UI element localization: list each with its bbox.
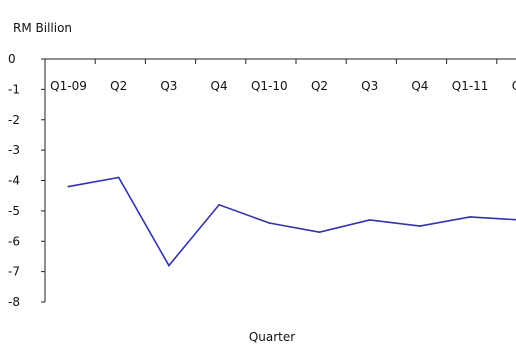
- series: [67, 176, 516, 267]
- y-tick-label: -7: [8, 265, 20, 279]
- x-tick-label: Q1-09: [50, 79, 87, 93]
- data-point: [117, 176, 120, 179]
- y-tick-label: 0: [8, 52, 16, 66]
- data-point: [368, 219, 371, 221]
- y-tick-label: -8: [8, 295, 20, 309]
- y-tick-label: -3: [8, 143, 20, 157]
- x-tick-label: Q1-11: [452, 79, 489, 93]
- x-tick-label: Q3: [160, 79, 177, 93]
- y-tick-label: -6: [8, 234, 20, 248]
- y-tick-label: -2: [8, 113, 20, 127]
- x-tick-label: Q2: [512, 79, 516, 93]
- data-point: [268, 222, 271, 224]
- series-line: [68, 176, 516, 267]
- x-tick-label: Q2: [110, 79, 127, 93]
- data-point: [419, 225, 421, 227]
- y-tick-label: -1: [8, 82, 20, 96]
- y-axis: 0 -1 -2 -3 -4 -5 -6 -7 -8: [8, 52, 46, 309]
- data-point: [469, 216, 471, 218]
- x-tick-label: Q2: [311, 79, 328, 93]
- data-point: [67, 185, 70, 188]
- x-axis: Q1-09 Q2 Q3 Q4 Q1-10 Q2 Q3 Q4 Q1-11 Q2: [44, 58, 516, 93]
- y-tick-label: -5: [8, 204, 20, 218]
- x-tick-label: Q4: [211, 79, 228, 93]
- data-point: [318, 231, 321, 234]
- x-tick-label: Q3: [361, 79, 378, 93]
- x-tick-label: Q1-10: [251, 79, 288, 93]
- data-point: [168, 264, 170, 267]
- x-axis-title: Quarter: [249, 330, 295, 344]
- y-tick-label: -4: [8, 174, 20, 188]
- x-tick-label: Q4: [411, 79, 428, 93]
- data-point: [218, 203, 221, 206]
- y-axis-title: RM Billion: [13, 21, 72, 35]
